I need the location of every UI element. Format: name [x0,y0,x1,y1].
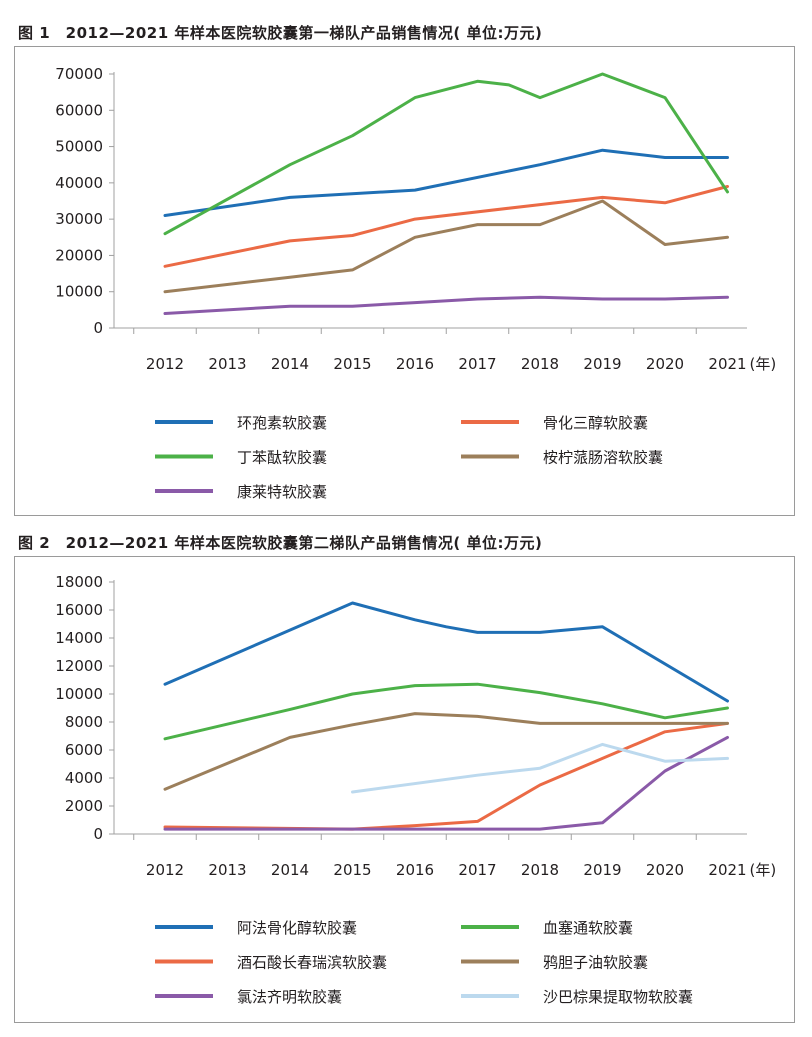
figure2-y-tick-label: 6000 [65,741,103,759]
figure1-series-line-3 [163,72,729,236]
figure2-y-tick-label: 8000 [65,713,103,731]
figure2-legend-label-6: 沙巴棕果提取物软胶囊 [543,988,693,1006]
figure2-series-line-6 [351,742,729,794]
figure2-series-line-3 [163,721,729,831]
figure1-legend-label-4: 桉柠蒎肠溶软胶囊 [543,449,663,467]
figure2-y-tick-label: 10000 [55,685,103,703]
figure2-x-tick-label: 2014 [271,861,309,879]
figure2-legend-label-5: 氯法齐明软胶囊 [237,988,342,1006]
figure1-legend-label-2: 骨化三醇软胶囊 [543,414,648,432]
figure1-x-tick-label: 2015 [333,355,371,373]
figure2-series-line-1 [163,601,729,703]
figure2-x-tick-label: 2021 [708,861,746,879]
figure1-legend-label-5: 康莱特软胶囊 [237,483,327,501]
figure1-x-tick-label: 2016 [396,355,434,373]
figure1-y-tick-label: 30000 [55,210,103,228]
figure1-legend-label-1: 环孢素软胶囊 [237,414,327,432]
figure2-y-tick-label: 18000 [55,573,103,591]
figure1-series-line-1 [163,148,729,217]
figure2-y-tick-label: 2000 [65,797,103,815]
figure2-x-tick-label: 2017 [458,861,496,879]
figure2-x-tick-label: 2020 [646,861,684,879]
figure2-y-tick-label: 4000 [65,769,103,787]
figure1-panel: 0 10000 20000 30000 40000 50000 60000 70000 2012… [14,46,795,516]
figure1-series-line-2 [163,185,729,268]
figure2-title: 图 2 2012—2021 年样本医院软胶囊第二梯队产品销售情况( 单位:万元) [18,534,543,552]
figure1-y-tick-label: 40000 [55,174,103,192]
figure2-legend-label-3: 酒石酸长春瑞滨软胶囊 [237,954,387,972]
figure2-x-tick-label: 2013 [208,861,246,879]
figure2-series-line-5 [163,735,729,831]
figure2-y-tick-label: 16000 [55,601,103,619]
figure1-x-tick-label: 2019 [583,355,621,373]
figure2-x-tick-label: 2019 [583,861,621,879]
figure2-legend-label-4: 鸦胆子油软胶囊 [543,954,648,972]
figure1-y-tick-label: 0 [93,319,103,337]
figure2-x-tick-label: 2018 [521,861,559,879]
figure2-x-tick-label: 2012 [146,861,184,879]
figure2-chart: 0 2000 4000 6000 8000 10000 12000 14000 16000 180… [55,573,777,1006]
figure1-x-tick-label: 2018 [521,355,559,373]
figure1-legend-label-3: 丁苯酞软胶囊 [237,449,327,467]
figure2-series-line-2 [163,682,729,741]
figure1-x-unit-label: (年) [750,355,777,373]
figure1-series-line-4 [163,199,729,294]
figure2-y-tick-label: 14000 [55,629,103,647]
figure1-x-tick-label: 2012 [146,355,184,373]
figure1-series-line-5 [163,295,729,315]
figure1-x-tick-label: 2014 [271,355,309,373]
figure1-x-tick-label: 2020 [646,355,684,373]
figure2-x-unit-label: (年) [750,861,777,879]
figure1-title: 图 1 2012—2021 年样本医院软胶囊第一梯队产品销售情况( 单位:万元) [18,24,543,42]
figure2-legend-label-2: 血塞通软胶囊 [543,919,633,937]
figure1-x-tick-label: 2021 [708,355,746,373]
figure2-panel: 0 2000 4000 6000 8000 10000 12000 14000 16000 180… [14,556,795,1023]
figure2-legend-label-1: 阿法骨化醇软胶囊 [237,919,357,937]
figure2-x-tick-label: 2015 [333,861,371,879]
figure1-x-tick-label: 2017 [458,355,496,373]
figure1-y-tick-label: 50000 [55,138,103,156]
figure1-y-tick-label: 20000 [55,246,103,264]
figure1-y-tick-label: 10000 [55,283,103,301]
figure2-x-tick-label: 2016 [396,861,434,879]
figure1-x-tick-label: 2013 [208,355,246,373]
figure2-series-line-4 [163,712,729,791]
figure1-chart: 0 10000 20000 30000 40000 50000 60000 70000 2012… [55,65,777,501]
figure2-y-tick-label: 12000 [55,657,103,675]
figure1-y-tick-label: 60000 [55,101,103,119]
figure2-y-tick-label: 0 [93,825,103,843]
figure1-y-tick-label: 70000 [55,65,103,83]
